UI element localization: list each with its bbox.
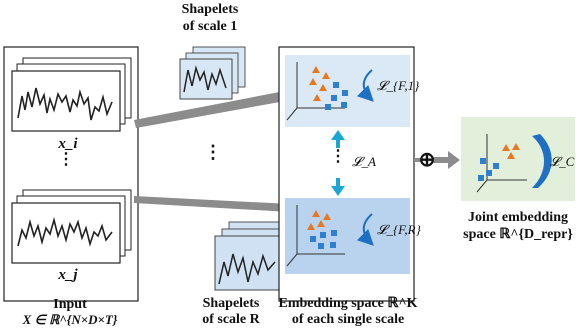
combine-symbol: ⊕: [418, 149, 436, 171]
shapelets-scale-r-subtitle: of scale R: [202, 312, 260, 327]
loss-c-label: 𝓛_C: [549, 154, 575, 169]
input-label: Input: [53, 297, 87, 312]
alignment-arrows: [331, 130, 345, 196]
shapelets-scale-1-stack: [179, 46, 246, 100]
input-formula: X ∈ ℝ^{N×D×T}: [22, 312, 118, 327]
series-i-stack: [11, 57, 132, 132]
series-i-label: x_i: [58, 136, 78, 152]
embedding-scale-r-points: [307, 210, 337, 249]
shapelets-scale-1-title: Shapelets: [181, 2, 239, 17]
embedding-label: Embedding space ℝ^K: [278, 296, 418, 311]
series-j-label: x_j: [58, 267, 78, 283]
loss-fr-arrow: [356, 213, 374, 246]
joint-embedding-points: [478, 143, 520, 181]
embedding-scale-1-points: [309, 66, 348, 110]
embedding-dots: ⋮: [330, 148, 346, 165]
embedding-scale-1-axes: [286, 62, 345, 121]
loss-a-label: 𝓛_A: [352, 154, 376, 169]
embedding-scale-r-axes: [286, 205, 345, 267]
series-j-stack: [11, 189, 132, 264]
shapelets-dots: ⋮: [204, 142, 222, 162]
joint-label: Joint embedding: [468, 210, 568, 225]
arrow-input-to-embedding-1: [134, 84, 302, 128]
shapelets-scale-r-title: Shapelets: [202, 296, 260, 311]
embedding-scale-r-panel: [285, 198, 410, 274]
loss-c-arrow: [532, 134, 552, 188]
arrow-to-joint: [432, 151, 460, 169]
input-dots: ⋮: [58, 151, 74, 168]
loss-fr-label: 𝓛_{F,R}: [377, 222, 421, 237]
series-j-curve: [17, 216, 113, 247]
embedding-sublabel: of each single scale: [291, 312, 405, 327]
loss-f1-label: 𝓛_{F,1}: [377, 78, 420, 93]
arrow-input-to-embedding-r: [134, 196, 303, 219]
shapelets-scale-1-subtitle: of scale 1: [182, 19, 238, 34]
loss-f1-arrow: [356, 69, 374, 102]
joint-sublabel: space ℝ^{D_repr}: [463, 227, 573, 242]
series-i-curve: [17, 87, 113, 121]
